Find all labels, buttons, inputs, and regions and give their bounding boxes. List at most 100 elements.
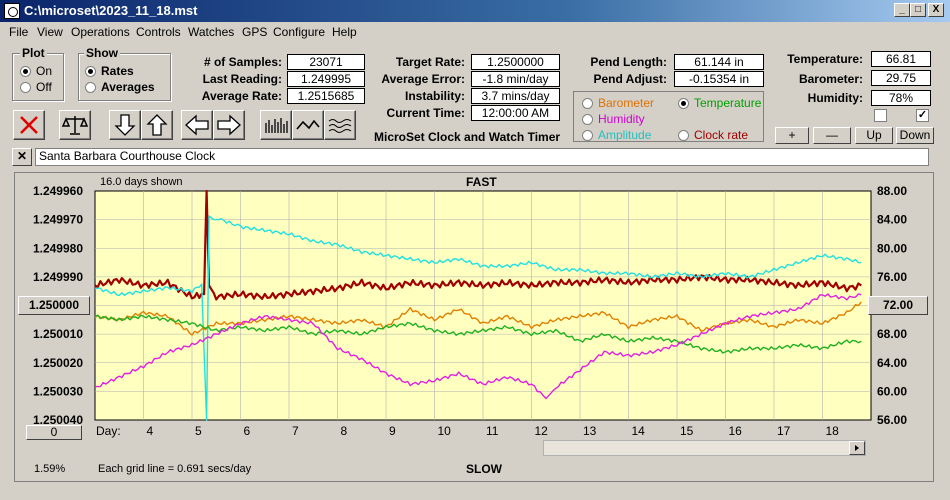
right-arrow-button[interactable] bbox=[213, 110, 245, 140]
y-right-tick-label: 60.00 bbox=[877, 384, 907, 398]
x-tick-label: 18 bbox=[826, 424, 840, 438]
radio-empty-icon bbox=[582, 129, 593, 141]
pend-adjust-field: -0.15354 in bbox=[674, 71, 764, 87]
x-tick-label: 14 bbox=[632, 424, 646, 438]
day-offset-button[interactable]: 0 bbox=[26, 425, 82, 440]
y-left-tick-label: 1.250030 bbox=[33, 384, 83, 398]
menu-controls[interactable]: Controls bbox=[136, 25, 181, 39]
bars-view-button[interactable] bbox=[260, 110, 292, 140]
y-left-tick-label: 1.249980 bbox=[33, 241, 83, 255]
humidity-field: 78% bbox=[871, 90, 931, 106]
up-arrow-button[interactable] bbox=[141, 110, 173, 140]
clock-rate-radio[interactable]: Clock rate bbox=[678, 128, 748, 142]
series-line bbox=[94, 189, 862, 301]
x-tick-label: 10 bbox=[438, 424, 452, 438]
radio-empty-icon bbox=[20, 81, 31, 93]
rate-chart: 1.249960 1.249970 1.249980 1.249990 1.250010… bbox=[33, 184, 907, 438]
center-temperature-button[interactable]: 72.00 bbox=[868, 296, 928, 315]
plot-group-title: Plot bbox=[20, 46, 47, 60]
plot-off-radio[interactable]: Off bbox=[20, 80, 52, 94]
scale-plus-button[interactable]: + bbox=[775, 127, 809, 144]
menu-file[interactable]: File bbox=[9, 25, 29, 39]
menu-watches[interactable]: Watches bbox=[188, 25, 235, 39]
horizontal-scrollbar[interactable] bbox=[543, 440, 866, 456]
x-tick-label: 4 bbox=[147, 424, 154, 438]
pend-adjust-label: Pend Adjust: bbox=[593, 72, 667, 86]
series-line bbox=[94, 301, 862, 336]
title-bar[interactable]: C:\microset\2023_11_18.mst _ □ X bbox=[0, 0, 950, 22]
arrow-down-icon bbox=[114, 114, 136, 136]
stop-button[interactable] bbox=[13, 110, 45, 140]
clock-name-field[interactable]: Santa Barbara Courthouse Clock bbox=[35, 148, 929, 166]
y-right-tick-label: 84.00 bbox=[877, 213, 907, 227]
y-right-tick-label: 64.00 bbox=[877, 356, 907, 370]
menu-view[interactable]: View bbox=[37, 25, 63, 39]
y-left-tick-label: 1.249960 bbox=[33, 184, 83, 198]
scale-minus-button[interactable]: — bbox=[813, 127, 851, 144]
x-tick-label: 12 bbox=[535, 424, 549, 438]
slow-label: SLOW bbox=[466, 462, 502, 476]
show-group bbox=[78, 53, 171, 101]
checkbox-left[interactable] bbox=[874, 109, 887, 122]
sensor-select-box bbox=[573, 91, 764, 142]
app-heading: MicroSet Clock and Watch Timer bbox=[374, 130, 561, 144]
amplitude-radio[interactable]: Amplitude bbox=[582, 128, 651, 142]
radio-empty-icon bbox=[582, 113, 593, 125]
menu-help[interactable]: Help bbox=[332, 25, 357, 39]
temperature-radio[interactable]: Temperature bbox=[678, 96, 761, 110]
plot-on-radio[interactable]: On bbox=[20, 64, 52, 78]
x-tick-label: 17 bbox=[777, 424, 791, 438]
x-tick-label: 5 bbox=[195, 424, 202, 438]
balance-button[interactable] bbox=[59, 110, 91, 140]
instability-label: Instability: bbox=[404, 89, 465, 103]
left-arrow-button[interactable] bbox=[181, 110, 213, 140]
humidity-label: Humidity: bbox=[807, 91, 863, 105]
radio-selected-icon bbox=[678, 97, 689, 109]
clear-clock-button[interactable]: ✕ bbox=[12, 148, 32, 166]
x-tick-label: 6 bbox=[244, 424, 251, 438]
scroll-right-button[interactable] bbox=[849, 441, 865, 455]
wave-icon bbox=[296, 119, 320, 130]
radio-empty-icon bbox=[678, 129, 689, 141]
scroll-right-arrow-icon bbox=[855, 445, 859, 451]
show-group-title: Show bbox=[84, 46, 120, 60]
radio-selected-icon bbox=[20, 65, 31, 77]
x-axis-label: Day: bbox=[96, 424, 121, 438]
grid-line-note: Each grid line = 0.691 secs/day bbox=[98, 463, 252, 475]
target-rate-field: 1.2500000 bbox=[471, 54, 560, 70]
y-right-tick-label: 88.00 bbox=[877, 184, 907, 198]
scale-up-button[interactable]: Up bbox=[855, 127, 893, 144]
bar-chart-icon bbox=[265, 118, 288, 133]
close-window-button[interactable]: X bbox=[928, 3, 944, 17]
wave-view-button[interactable] bbox=[292, 110, 324, 140]
window-title: C:\microset\2023_11_18.mst bbox=[24, 3, 198, 18]
show-rates-radio[interactable]: Rates bbox=[85, 64, 134, 78]
barometer-label: Barometer: bbox=[798, 72, 863, 86]
multi-wave-view-button[interactable] bbox=[324, 110, 356, 140]
current-time-label: Current Time: bbox=[386, 106, 465, 120]
arrow-up-icon bbox=[146, 114, 168, 136]
barometer-radio[interactable]: Barometer bbox=[582, 96, 654, 110]
red-x-icon bbox=[20, 116, 38, 134]
target-rate-label: Target Rate: bbox=[395, 55, 465, 69]
y-right-tick-label: 80.00 bbox=[877, 241, 907, 255]
scale-down-button[interactable]: Down bbox=[896, 127, 934, 144]
show-averages-radio[interactable]: Averages bbox=[85, 80, 155, 94]
menu-configure[interactable]: Configure bbox=[273, 25, 326, 39]
maximize-button[interactable]: □ bbox=[910, 3, 926, 17]
humidity-radio[interactable]: Humidity bbox=[582, 112, 645, 126]
samples-field: 23071 bbox=[287, 54, 365, 70]
menu-gps[interactable]: GPS bbox=[242, 25, 268, 39]
arrow-left-icon bbox=[185, 114, 209, 136]
menu-operations[interactable]: Operations bbox=[71, 25, 130, 39]
series-line bbox=[95, 293, 862, 400]
y-left-tick-label: 1.250020 bbox=[33, 356, 83, 370]
x-tick-label: 7 bbox=[292, 424, 299, 438]
average-error-field: -1.8 min/day bbox=[471, 71, 560, 87]
x-tick-label: 16 bbox=[729, 424, 743, 438]
checkbox-right[interactable]: ✓ bbox=[916, 109, 929, 122]
radio-empty-icon bbox=[582, 97, 593, 109]
center-rate-button[interactable]: 1.250000 bbox=[18, 296, 90, 315]
minimize-button[interactable]: _ bbox=[894, 3, 910, 17]
down-arrow-button[interactable] bbox=[109, 110, 141, 140]
